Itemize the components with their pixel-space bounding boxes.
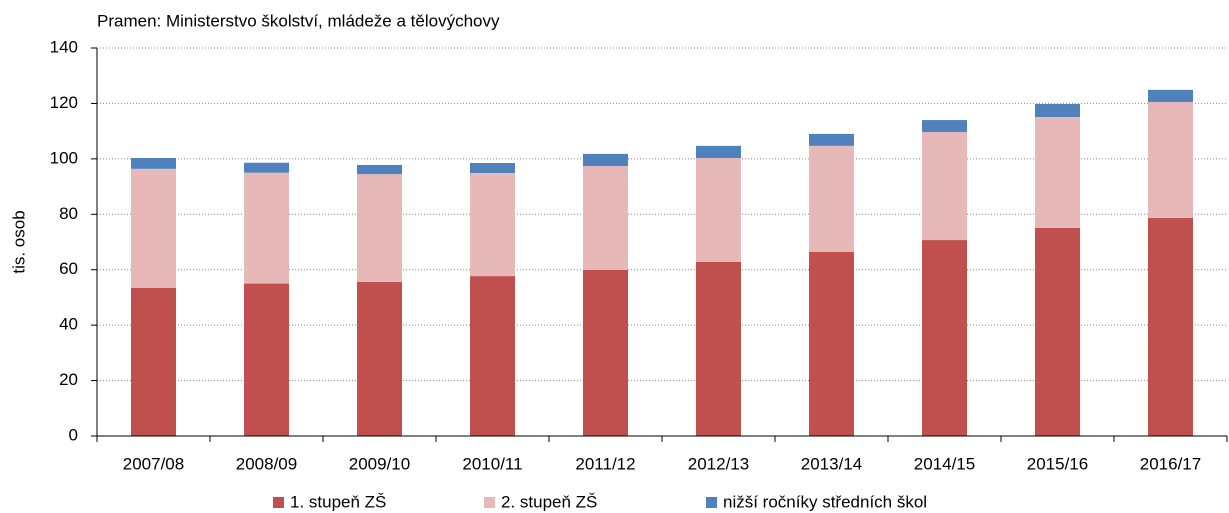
bar-segment (131, 288, 176, 436)
legend-swatch (273, 497, 284, 508)
bar-segment (244, 172, 289, 284)
x-tick-label: 2015/16 (1027, 454, 1088, 473)
y-axis-label: tis. osob (9, 210, 28, 273)
bar-segment (583, 269, 628, 436)
x-tick-label: 2011/12 (575, 454, 635, 473)
bar-segment (583, 153, 628, 167)
x-tick-label: 2014/15 (914, 454, 975, 473)
bar-segment (357, 164, 402, 175)
bar-segment (696, 145, 741, 159)
legend-swatch (484, 497, 495, 508)
bar-segment (1148, 102, 1193, 218)
x-tick-label: 2010/11 (462, 454, 522, 473)
x-tick-label: 2013/14 (801, 454, 862, 473)
legend-label: 2. stupeň ZŠ (501, 492, 597, 511)
bar-segment (583, 166, 628, 270)
y-tick-label: 0 (69, 425, 78, 444)
y-tick-label: 100 (50, 148, 78, 167)
y-tick-label: 40 (59, 315, 78, 334)
bar-segment (357, 174, 402, 282)
chart-subtitle: Pramen: Ministerstvo školství, mládeže a… (97, 11, 500, 30)
bar-segment (470, 172, 515, 277)
bar-segment (809, 251, 854, 436)
x-tick-label: 2012/13 (688, 454, 749, 473)
bar-segment (470, 163, 515, 173)
x-tick-label: 2016/17 (1140, 454, 1201, 473)
bar-segment (922, 120, 967, 132)
x-tick-label: 2008/09 (236, 454, 297, 473)
legend-label: 1. stupeň ZŠ (290, 492, 386, 511)
y-tick-label: 80 (59, 204, 78, 223)
bar-segment (1148, 217, 1193, 436)
bar-segment (1035, 103, 1080, 118)
y-tick-label: 120 (50, 93, 78, 112)
bar-segment (1148, 89, 1193, 103)
y-tick-label: 140 (50, 37, 78, 56)
x-tick-label: 2009/10 (349, 454, 410, 473)
bar-segment (696, 158, 741, 262)
legend-label: nižší ročníky středních škol (723, 492, 927, 511)
bar-segment (809, 133, 854, 146)
bar-segment (470, 276, 515, 436)
y-tick-label: 20 (59, 370, 78, 389)
bar-segment (809, 145, 854, 252)
bar-segment (131, 168, 176, 289)
bar-segment (131, 158, 176, 169)
bar-segment (1035, 117, 1080, 228)
legend-swatch (706, 497, 717, 508)
bar-segment (244, 162, 289, 173)
bar-segment (1035, 227, 1080, 436)
x-tick-label: 2007/08 (123, 454, 184, 473)
bar-segment (696, 261, 741, 436)
bar-segment (357, 281, 402, 436)
bar-segment (922, 131, 967, 241)
y-tick-label: 60 (59, 259, 78, 278)
bar-segment (244, 283, 289, 436)
bar-segment (922, 240, 967, 436)
